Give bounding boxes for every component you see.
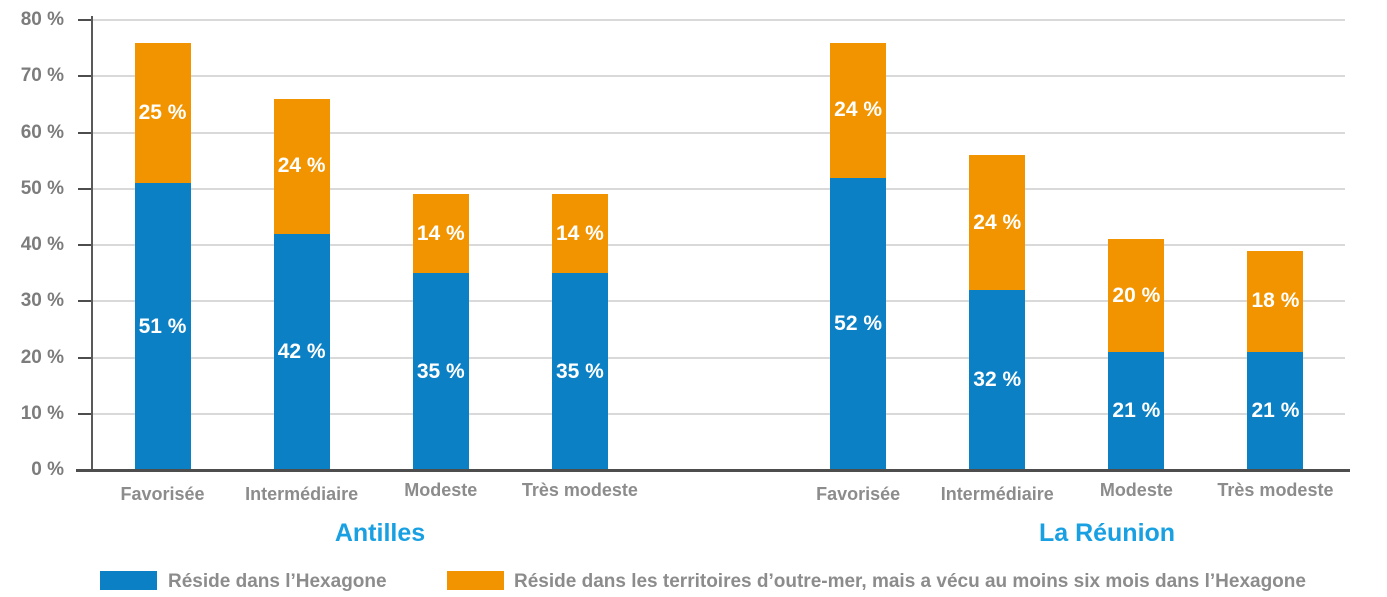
gridline (93, 412, 1345, 415)
category-label: Favorisée (120, 484, 205, 504)
bar-segment-outre-mer: 18 % (1247, 250, 1304, 352)
category-label: Très modeste (1217, 480, 1334, 500)
bar-segment-hexagone: 35 % (412, 273, 469, 470)
y-axis-label: 40 % (20, 234, 64, 255)
bar-segment-hexagone: 21 % (1108, 351, 1165, 470)
bar-value-label: 42 % (277, 339, 326, 363)
legend-label-hexagone: Réside dans l’Hexagone (168, 571, 387, 592)
bar-segment-hexagone: 35 % (551, 273, 608, 470)
y-axis-tick (78, 412, 93, 415)
bar-value-label: 51 % (138, 314, 187, 338)
bar-value-label: 24 % (973, 210, 1022, 234)
legend-swatch-hexagone (100, 571, 157, 590)
y-axis-label: 20 % (20, 346, 64, 368)
y-axis-label: 10 % (20, 402, 64, 424)
gridline (93, 131, 1345, 134)
y-axis-tick (78, 187, 93, 190)
y-axis-label: 70 % (20, 65, 64, 87)
bar-value-label: 21 % (1112, 398, 1161, 422)
y-axis-label: 80 % (20, 9, 64, 30)
y-axis-label: 60 % (20, 121, 64, 143)
bar-value-label: 18 % (1251, 289, 1300, 313)
group-label-antilles: Antilles (334, 519, 426, 547)
bar-value-label: 20 % (1112, 283, 1161, 307)
legend-swatch-outre-mer (447, 571, 504, 590)
y-axis-label: 50 % (20, 177, 64, 199)
gridline (93, 356, 1345, 359)
gridline (93, 19, 1345, 21)
gridline (93, 187, 1345, 190)
bar-segment-outre-mer: 20 % (1108, 239, 1165, 352)
gridline (93, 300, 1345, 303)
bar-segment-outre-mer: 14 % (551, 194, 608, 274)
y-axis-tick (78, 75, 93, 78)
y-axis-label: 30 % (20, 290, 64, 312)
bar-value-label: 14 % (416, 221, 465, 245)
bar-segment-outre-mer: 24 % (969, 155, 1026, 290)
category-label: Intermédiaire (940, 484, 1054, 504)
category-label: Modeste (404, 480, 478, 500)
y-axis-tick (78, 131, 93, 134)
bar-segment-hexagone: 32 % (969, 290, 1026, 470)
x-axis-line (76, 469, 1350, 472)
bar-value-label: 25 % (138, 100, 187, 124)
bar-segment-hexagone: 52 % (830, 177, 887, 470)
bar-segment-outre-mer: 25 % (134, 42, 191, 184)
category-label: Favorisée (816, 484, 901, 504)
category-label: Modeste (1099, 480, 1173, 500)
bar-value-label: 24 % (834, 98, 883, 121)
bar-value-label: 35 % (555, 359, 604, 383)
y-axis-tick (78, 19, 93, 21)
group-label-la-reunion: La Réunion (1038, 519, 1176, 547)
bar-segment-outre-mer: 14 % (412, 194, 469, 274)
bar-segment-outre-mer: 24 % (273, 98, 330, 234)
category-label: Intermédiaire (245, 484, 359, 504)
y-axis-tick (78, 300, 93, 303)
bar-segment-outre-mer: 24 % (830, 42, 887, 178)
y-axis-label: 0 % (31, 459, 64, 480)
gridline (93, 244, 1345, 246)
bar-value-label: 35 % (416, 359, 465, 383)
bar-segment-hexagone: 42 % (273, 233, 330, 470)
gridline (93, 75, 1345, 78)
bar-value-label: 24 % (277, 154, 326, 178)
y-axis-tick (78, 244, 93, 246)
legend-label-outre-mer: Réside dans les territoires d’outre-mer,… (514, 571, 1306, 592)
bar-value-label: 14 % (555, 221, 604, 245)
bar-segment-hexagone: 21 % (1247, 351, 1304, 470)
category-label: Très modeste (521, 480, 638, 500)
bar-value-label: 32 % (973, 368, 1022, 391)
bar-segment-hexagone: 51 % (134, 183, 191, 470)
y-axis-tick (78, 356, 93, 359)
y-axis-line (91, 16, 93, 471)
bar-value-label: 21 % (1251, 398, 1300, 422)
bar-value-label: 52 % (834, 311, 883, 335)
